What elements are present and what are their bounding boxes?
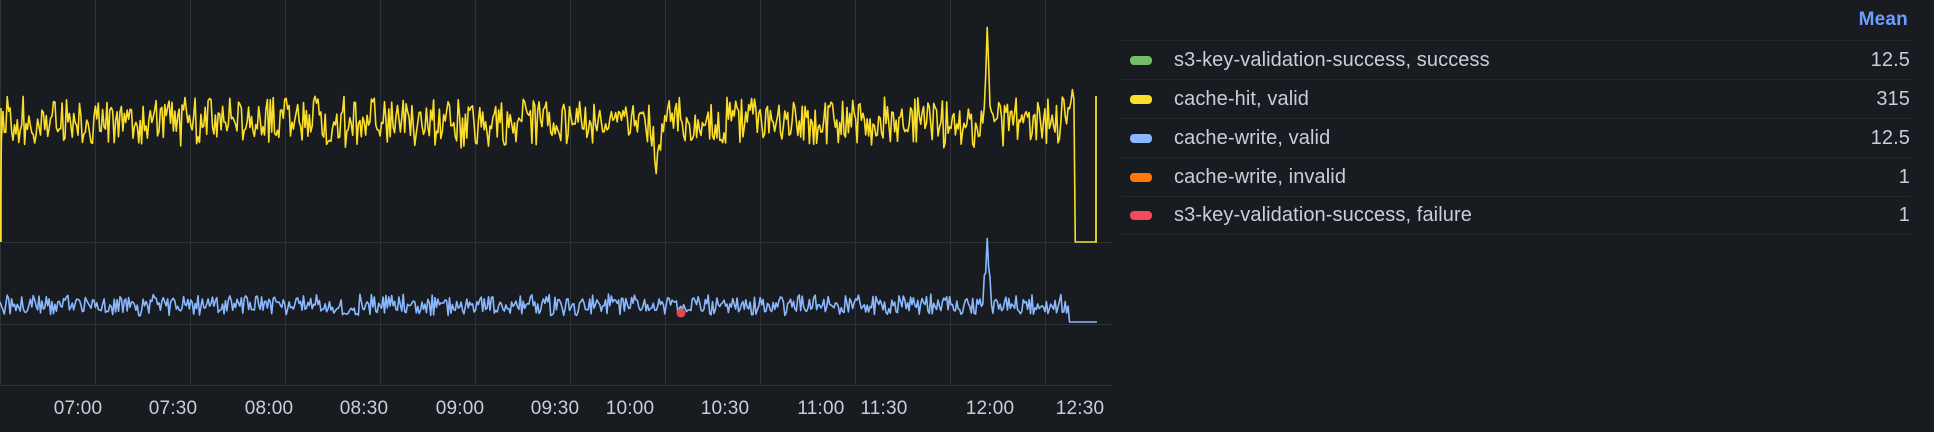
- legend-mean-value: 1: [1898, 165, 1910, 188]
- series-color-swatch-icon[interactable]: [1130, 133, 1152, 143]
- legend-mean-value: 315: [1876, 87, 1910, 110]
- x-axis-tick-label: 09:00: [435, 398, 485, 419]
- series-line: [0, 27, 1097, 242]
- series-color-swatch-icon[interactable]: [1130, 55, 1152, 65]
- gridline-vertical: [570, 0, 571, 385]
- legend-row[interactable]: cache-hit, valid 315: [1122, 79, 1910, 118]
- gridline-vertical: [190, 0, 191, 385]
- x-axis-tick-label: 11:00: [797, 398, 845, 419]
- gridline-vertical: [380, 0, 381, 385]
- legend-series-name[interactable]: cache-write, invalid: [1174, 165, 1347, 188]
- x-axis-tick-label: 09:30: [530, 398, 580, 419]
- gridline-vertical: [855, 0, 856, 385]
- gridline-vertical: [475, 0, 476, 385]
- legend-row[interactable]: s3-key-validation-success, success 12.5: [1122, 40, 1910, 79]
- x-axis-tick-label: 08:30: [339, 398, 389, 419]
- series-lines: [0, 0, 1112, 385]
- gridline-vertical: [760, 0, 761, 385]
- legend-header[interactable]: Mean: [1122, 0, 1910, 40]
- legend-rows[interactable]: s3-key-validation-success, success 12.5 ca…: [1122, 40, 1910, 235]
- legend-mean-value: 1: [1898, 204, 1910, 226]
- plot-region[interactable]: 07:00 07:30 08:00 08:30 09:00 09:30 10:00 10:30…: [0, 0, 1112, 432]
- x-axis-tick-label: 10:00: [605, 398, 655, 419]
- x-axis-tick-label: 10:30: [700, 398, 750, 419]
- legend-series-name[interactable]: s3-key-validation-success, success: [1174, 48, 1490, 71]
- legend-mean-value: 12.5: [1870, 126, 1910, 149]
- x-axis-tick-label: 12:00: [965, 398, 1015, 419]
- x-axis-tick-label: 08:00: [244, 398, 294, 419]
- legend-series-name[interactable]: cache-hit, valid: [1174, 87, 1309, 110]
- x-axis-tick-label: 12:30: [1055, 398, 1105, 419]
- legend-table[interactable]: Mean s3-key-validation-success, success 1…: [1112, 0, 1934, 432]
- series-color-swatch-icon[interactable]: [1130, 94, 1152, 104]
- legend-mean-column-header[interactable]: Mean: [1858, 9, 1908, 30]
- x-axis-tick-label: 11:30: [860, 398, 908, 419]
- series-color-swatch-icon[interactable]: [1130, 172, 1152, 182]
- legend-row[interactable]: cache-write, invalid 1: [1122, 157, 1910, 196]
- gridline-horizontal: [0, 242, 1112, 243]
- legend-row[interactable]: s3-key-validation-success, failure 1: [1122, 196, 1910, 235]
- legend-series-name[interactable]: cache-write, valid: [1174, 126, 1331, 149]
- series-line: [0, 238, 1097, 322]
- x-axis-tick-label: 07:00: [53, 398, 103, 419]
- legend-row[interactable]: cache-write, valid 12.5: [1122, 118, 1910, 157]
- x-axis-line: [0, 385, 1112, 386]
- legend-series-name[interactable]: s3-key-validation-success, failure: [1174, 204, 1472, 226]
- alert-annotation-marker[interactable]: [676, 308, 686, 318]
- gridline-horizontal: [0, 324, 1112, 325]
- x-axis-tick-label: 07:30: [148, 398, 198, 419]
- gridline-vertical: [950, 0, 951, 385]
- gridline-vertical: [1045, 0, 1046, 385]
- gridline-vertical: [285, 0, 286, 385]
- series-color-swatch-icon[interactable]: [1130, 211, 1152, 220]
- plot-area[interactable]: [0, 0, 1112, 385]
- gridline-vertical: [95, 0, 96, 385]
- legend-mean-value: 12.5: [1870, 48, 1910, 71]
- gridline-vertical: [665, 0, 666, 385]
- x-axis: 07:00 07:30 08:00 08:30 09:00 09:30 10:00 10:30…: [0, 385, 1112, 432]
